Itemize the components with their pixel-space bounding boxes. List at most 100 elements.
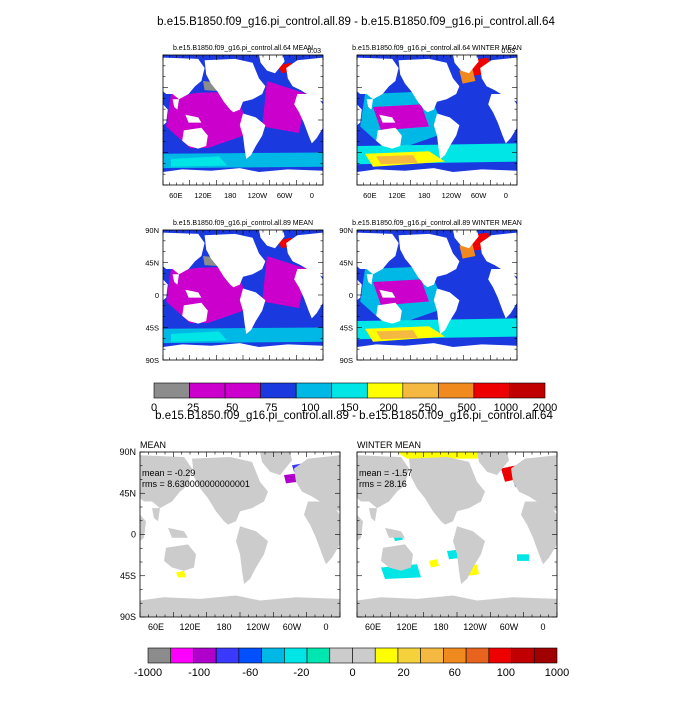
- lat-tick-label: 90N: [145, 226, 159, 235]
- map-panel: 90N 45N 0 45S 90S: [339, 226, 518, 365]
- colorbar-label: -100: [188, 667, 210, 679]
- field-region: [376, 155, 418, 165]
- colorbar-label: 1000: [545, 667, 569, 679]
- lon-tick-label: 180: [418, 191, 431, 200]
- mean-panels: 60E 120E 180 120W 60W 0 b.e15.B1850.f09_g16.pi…: [145, 45, 522, 365]
- lon-tick-label: 0: [310, 191, 314, 200]
- colorbar-swatch: [488, 647, 512, 664]
- lon-tick-label: 60E: [169, 191, 182, 200]
- diff-rms-label: rms = 28.16: [359, 479, 407, 489]
- colorbar-swatch: [306, 647, 331, 664]
- lon-tick-label: 120W: [442, 191, 463, 200]
- lon-tick-label: 120E: [194, 191, 212, 200]
- colorbar-label: 50: [226, 402, 238, 414]
- field-region: [262, 81, 307, 133]
- lon-tick-label: 60W: [283, 622, 302, 632]
- lon-tick-label: 0: [323, 622, 328, 632]
- colorbar-swatch: [352, 647, 376, 664]
- field-region: [373, 104, 429, 131]
- colorbar-label: -1000: [134, 667, 162, 679]
- colorbar-swatch: [438, 382, 475, 399]
- lon-tick-label: 120E: [388, 191, 406, 200]
- map-panel: 90N 45N 0 45S 90S: [145, 226, 324, 365]
- field-region: [459, 243, 476, 259]
- field-region: [459, 68, 476, 84]
- lat-tick-label: 90S: [340, 356, 353, 365]
- diff-mean-label: mean = -1.57: [359, 468, 412, 478]
- diff-panel-title: WINTER MEAN: [357, 440, 421, 450]
- lon-tick-label: 120W: [248, 191, 269, 200]
- colorbar-label: 500: [458, 402, 476, 414]
- panel-title: b.e15.B1850.f09_g16.pi_control.all.89 ME…: [173, 220, 313, 227]
- colorbar-swatch: [374, 647, 399, 664]
- lon-tick-label: 120E: [396, 622, 417, 632]
- field-region: [517, 554, 529, 561]
- colorbar-swatch: [153, 382, 190, 399]
- lat-tick-label: 0: [349, 291, 353, 300]
- colorbar-swatch: [402, 382, 439, 399]
- lon-tick-label: 0: [540, 622, 545, 632]
- lon-tick-label: 180: [216, 622, 231, 632]
- lat-tick-label: 0: [131, 530, 136, 540]
- field-region: [176, 570, 186, 578]
- lat-tick-label: 45S: [146, 324, 159, 333]
- lon-tick-label: 60W: [471, 191, 487, 200]
- colorbar-swatch: [366, 382, 404, 399]
- field-region: [284, 473, 298, 484]
- colorbar-label: 150: [340, 402, 358, 414]
- colorbar-swatch: [215, 647, 240, 664]
- diff-panel-title: MEAN: [140, 440, 166, 450]
- lon-tick-label: 0: [504, 191, 508, 200]
- lon-tick-label: 180: [224, 191, 237, 200]
- colorbar-label: 0: [349, 667, 355, 679]
- lat-tick-label: 45S: [340, 324, 353, 333]
- colorbar-label: 75: [265, 402, 277, 414]
- lon-tick-label: 120E: [179, 622, 200, 632]
- diff-mean-label: mean = -0.29: [142, 468, 195, 478]
- lon-tick-label: 60E: [363, 191, 376, 200]
- colorbar-swatch: [170, 647, 194, 664]
- colorbar-swatch: [329, 647, 353, 664]
- colorbar-swatch: [260, 382, 297, 399]
- colorbar-swatch: [284, 647, 308, 664]
- colorbar-label: 100: [497, 667, 515, 679]
- panel-corner-value: 0.03: [501, 48, 515, 55]
- lon-tick-label: 120W: [246, 622, 270, 632]
- difference-title: b.e15.B1850.f09_g16.pi_control.all.89 - …: [155, 410, 553, 422]
- colorbar-swatch: [509, 382, 546, 399]
- lat-tick-label: 90S: [146, 356, 159, 365]
- colorbar-label: 2000: [533, 402, 557, 414]
- map-panel: 60E 120E 180 120W 60W 0: [162, 54, 324, 200]
- lat-tick-label: 90N: [119, 447, 136, 457]
- colorbar-swatch: [533, 647, 558, 664]
- field-region: [262, 256, 307, 308]
- colorbar-swatch: [420, 647, 444, 664]
- colorbar-swatch: [224, 382, 261, 399]
- panel-title: b.e15.B1850.f09_g16.pi_control.all.64 WI…: [352, 45, 522, 52]
- field-region: [373, 279, 429, 306]
- bottom-colorbar: -1000 -100 -60 -20 0 20 60 100 1000: [134, 647, 569, 679]
- lon-tick-label: 60W: [500, 622, 519, 632]
- colorbar-label: 60: [449, 667, 461, 679]
- field-region: [397, 452, 487, 459]
- colorbar-label: 250: [419, 402, 437, 414]
- colorbar-label: 20: [398, 667, 410, 679]
- field-region: [456, 81, 501, 133]
- panel-title: b.e15.B1850.f09_g16.pi_control.all.89 WI…: [352, 220, 522, 227]
- colorbar-swatch: [189, 382, 226, 399]
- colorbar-swatch: [147, 647, 172, 664]
- field-region: [171, 331, 227, 342]
- colorbar-label: 25: [187, 402, 199, 414]
- map-panel: 60E 120E 180 120W 60W 0 90N 45N 0 45S 90S: [119, 447, 341, 632]
- lon-tick-label: 60E: [365, 622, 381, 632]
- colorbar-label: -60: [242, 667, 258, 679]
- lat-tick-label: 90N: [339, 226, 353, 235]
- lat-tick-label: 0: [155, 291, 159, 300]
- panel-title: b.e15.B1850.f09_g16.pi_control.all.64 ME…: [173, 45, 313, 52]
- colorbar-swatch: [238, 647, 262, 664]
- lon-tick-label: 120W: [463, 622, 487, 632]
- colorbar-swatch: [443, 647, 467, 664]
- map-panel: 60E 120E 180 120W 60W 0: [356, 451, 558, 632]
- colorbar-label: 0: [151, 402, 157, 414]
